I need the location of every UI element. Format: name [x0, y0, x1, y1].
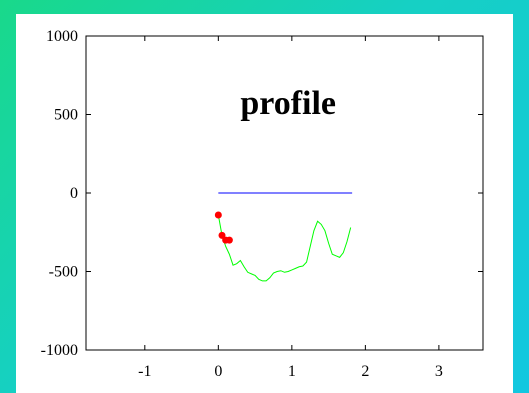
- x-tick-label: -1: [138, 363, 151, 380]
- y-tick-label: -1000: [41, 342, 78, 359]
- y-tick-label: 1000: [46, 28, 78, 45]
- series-line-1: [217, 214, 352, 282]
- x-tick-label: 3: [435, 363, 443, 380]
- x-tick-label: 1: [288, 363, 296, 380]
- scatter-point: [218, 231, 226, 239]
- profile-chart: profile -1 0 1 2 3 1000 500 0 -500 -1000: [41, 28, 484, 380]
- x-tick-label: 2: [361, 363, 369, 380]
- y-tick-label: 0: [70, 185, 78, 202]
- scatter-point: [214, 211, 222, 219]
- y-tick-label: -500: [49, 264, 78, 281]
- axis-ticks: -1 0 1 2 3 1000 500 0 -500 -1000: [41, 28, 483, 380]
- chart-title: profile: [240, 85, 336, 122]
- scatter-point: [225, 236, 233, 244]
- plot-canvas: profile -1 0 1 2 3 1000 500 0 -500 -1000: [16, 14, 513, 393]
- x-tick-label: 0: [214, 363, 222, 380]
- y-tick-label: 500: [54, 107, 78, 124]
- series-group: [214, 192, 353, 282]
